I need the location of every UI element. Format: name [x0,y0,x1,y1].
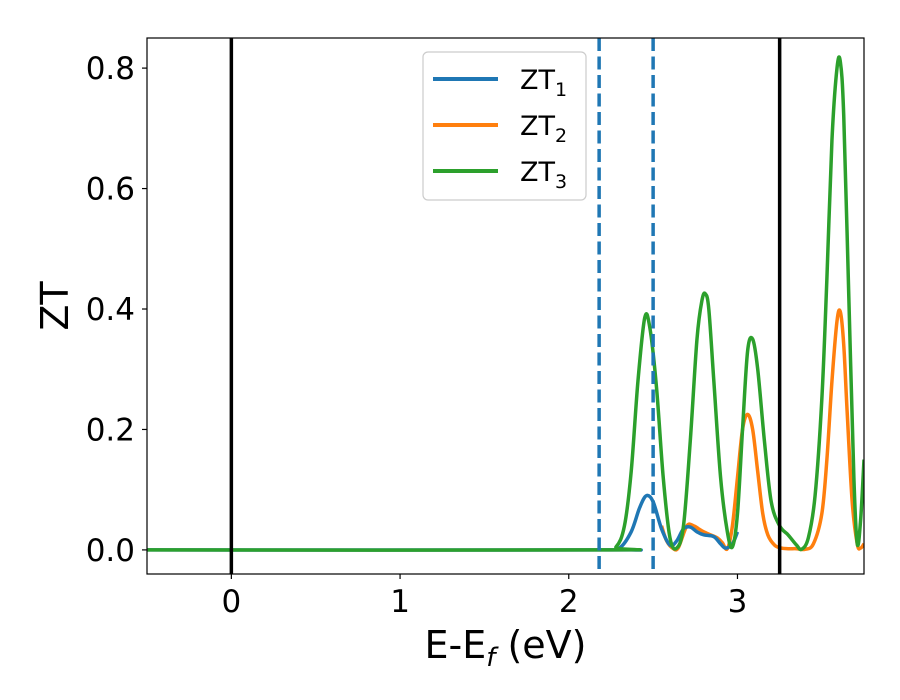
x-tick-label: 0 [221,584,241,620]
y-tick-label: 0.8 [86,51,135,87]
plot-frame [146,37,865,575]
y-tick-label: 0.0 [86,533,135,569]
x-axis-label-unit: (eV) [495,623,586,667]
legend-label-zt1: ZT1 [520,65,567,101]
legend-items: ZT1 ZT2 ZT3 [433,65,567,193]
x-tick-label: 2 [559,584,579,620]
legend-label-zt2: ZT2 [520,111,567,147]
x-axis-label-main: E-E [425,623,487,667]
series-line-zt1 [147,493,740,552]
x-axis-label: E-Ef (eV) [425,623,587,673]
y-tick-label: 0.4 [86,292,135,328]
y-axis-ticks: 0.0 0.2 0.4 0.6 0.8 [86,51,147,569]
y-axis-label: ZT [33,281,77,331]
series-line-zt3 [147,55,864,552]
y-tick-label: 0.6 [86,172,135,208]
series-layer [147,55,864,552]
x-tick-label: 3 [728,584,748,620]
legend-label-zt3: ZT3 [520,157,567,193]
x-tick-label: 1 [390,584,410,620]
reference-lines [229,38,782,574]
series-line-zt2 [659,308,864,552]
legend: ZT1 ZT2 ZT3 [422,51,587,201]
y-tick-label: 0.2 [86,412,135,448]
legend-box [422,51,587,201]
x-axis-ticks: 0 1 2 3 [221,574,747,620]
